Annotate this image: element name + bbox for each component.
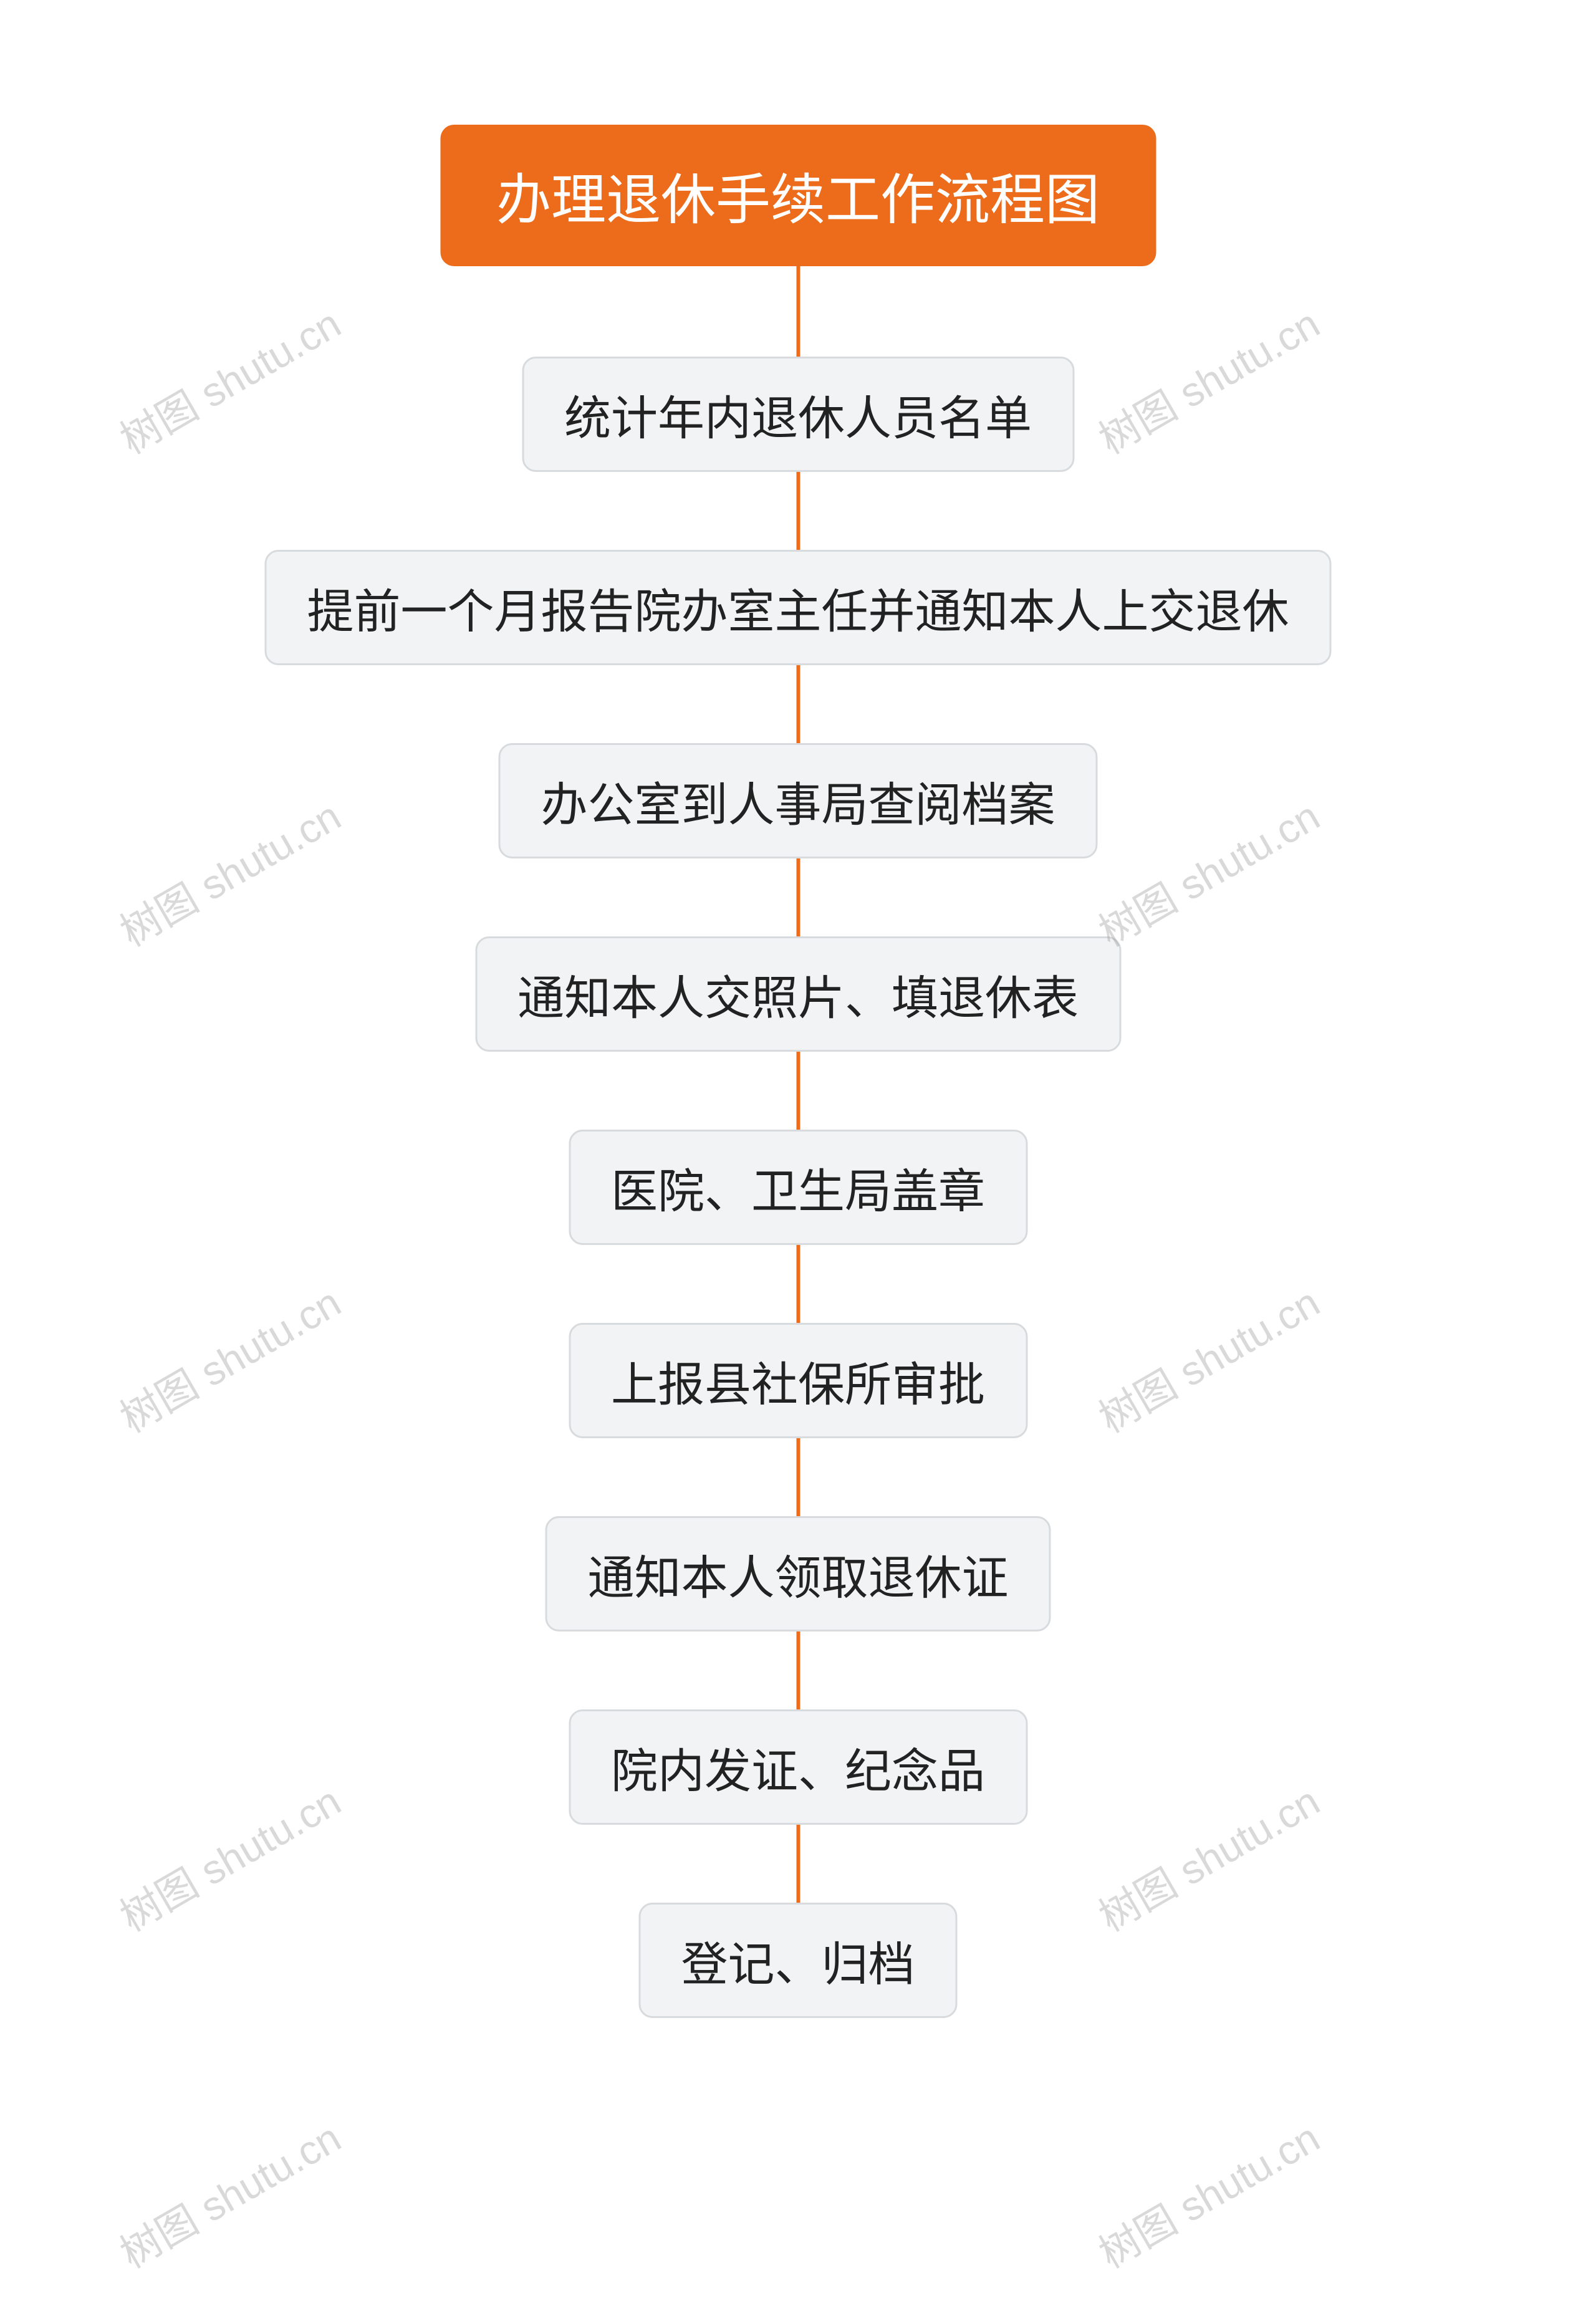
connector xyxy=(796,472,800,550)
flowchart-step: 医院、卫生局盖章 xyxy=(569,1130,1027,1245)
flowchart-step: 提前一个月报告院办室主任并通知本人上交退休 xyxy=(264,550,1331,665)
connector xyxy=(796,1631,800,1709)
connector xyxy=(796,1438,800,1516)
flowchart-title: 办理退休手续工作流程图 xyxy=(440,125,1156,266)
flowchart-step: 办公室到人事局查阅档案 xyxy=(498,743,1097,858)
watermark: 树图 shutu.cn xyxy=(1087,2106,1329,2279)
flowchart-container: 办理退休手续工作流程图 统计年内退休人员名单 提前一个月报告院办室主任并通知本人… xyxy=(264,125,1331,2018)
connector xyxy=(796,1245,800,1323)
connector xyxy=(796,665,800,743)
flowchart-step: 统计年内退休人员名单 xyxy=(522,357,1074,472)
connector xyxy=(796,1052,800,1130)
flowchart-step: 院内发证、纪念品 xyxy=(569,1709,1027,1825)
watermark: 树图 shutu.cn xyxy=(108,2106,350,2279)
flowchart-step: 通知本人交照片、填退休表 xyxy=(475,936,1121,1052)
flowchart-step: 通知本人领取退休证 xyxy=(545,1516,1050,1631)
flowchart-step: 上报县社保所审批 xyxy=(569,1323,1027,1438)
connector xyxy=(796,858,800,936)
connector xyxy=(796,266,800,357)
connector xyxy=(796,1825,800,1903)
flowchart-step: 登记、归档 xyxy=(638,1903,957,2018)
